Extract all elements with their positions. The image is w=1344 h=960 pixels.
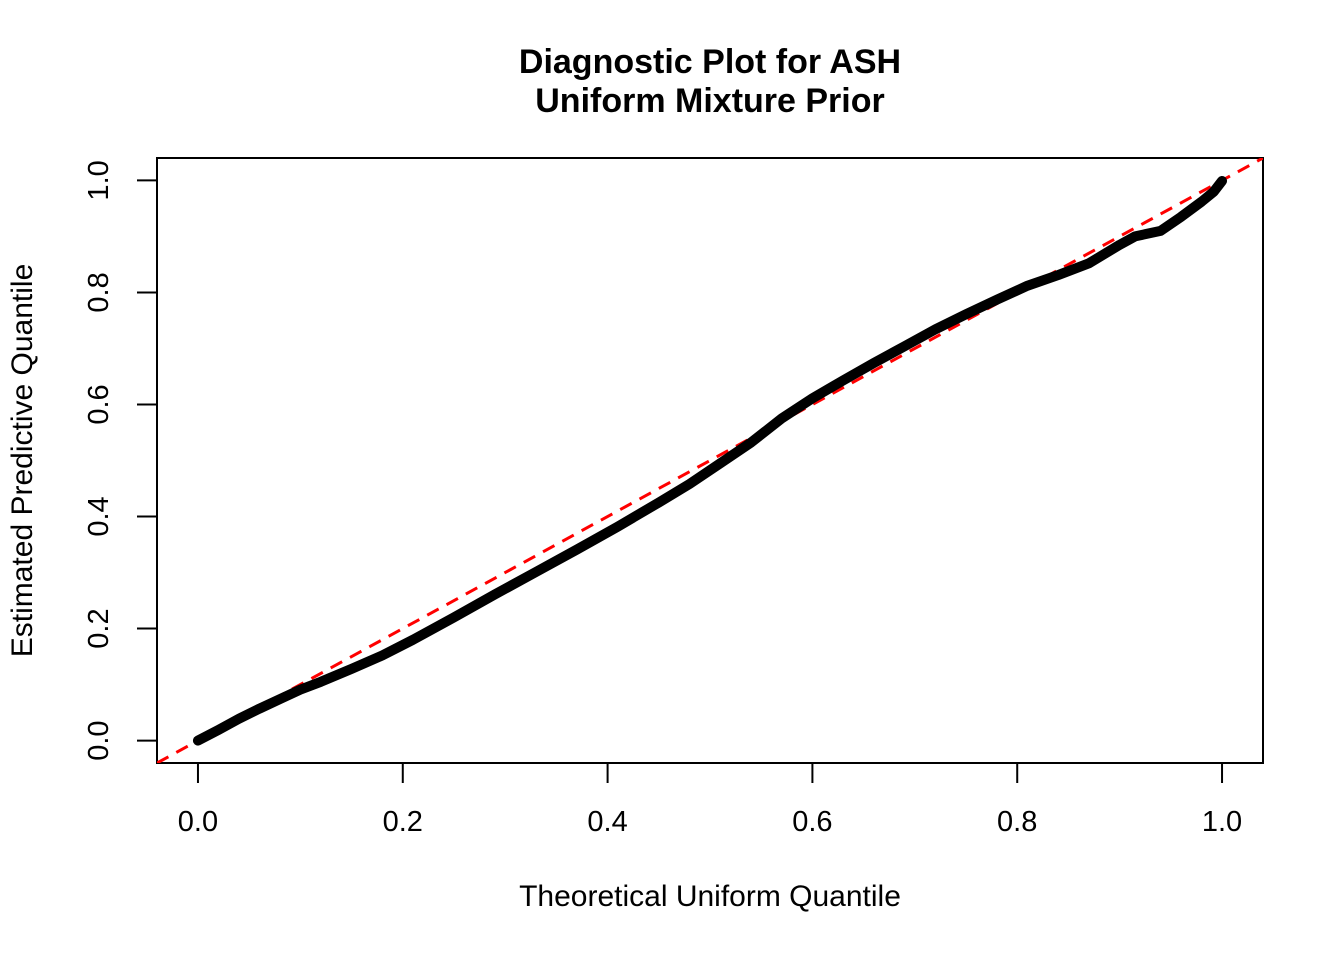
y-tick-label: 0.2: [83, 608, 115, 648]
x-tick-label: 0.0: [178, 806, 218, 838]
plot-title-line2: Uniform Mixture Prior: [535, 82, 884, 120]
plot-title-line1: Diagnostic Plot for ASH: [519, 43, 901, 81]
x-axis-label: Theoretical Uniform Quantile: [519, 880, 901, 913]
y-axis-ticks: 0.0 0.2 0.4 0.6 0.8 1.0: [83, 160, 157, 761]
x-tick-label: 0.4: [587, 806, 627, 838]
x-tick-label: 0.2: [383, 806, 423, 838]
x-tick-label: 1.0: [1202, 806, 1242, 838]
x-axis-ticks: 0.0 0.2 0.4 0.6 0.8 1.0: [178, 763, 1242, 838]
y-tick-label: 0.4: [83, 496, 115, 536]
y-axis-label: Estimated Predictive Quantile: [6, 264, 39, 658]
x-tick-label: 0.8: [997, 806, 1037, 838]
y-tick-label: 0.0: [83, 720, 115, 760]
y-tick-label: 0.8: [83, 272, 115, 312]
y-tick-label: 1.0: [83, 160, 115, 200]
qq-curve: [192, 175, 1228, 746]
y-tick-label: 0.6: [83, 384, 115, 424]
identity-reference-line: [157, 158, 1263, 763]
x-tick-label: 0.6: [792, 806, 832, 838]
plot-border: [156, 157, 1264, 764]
